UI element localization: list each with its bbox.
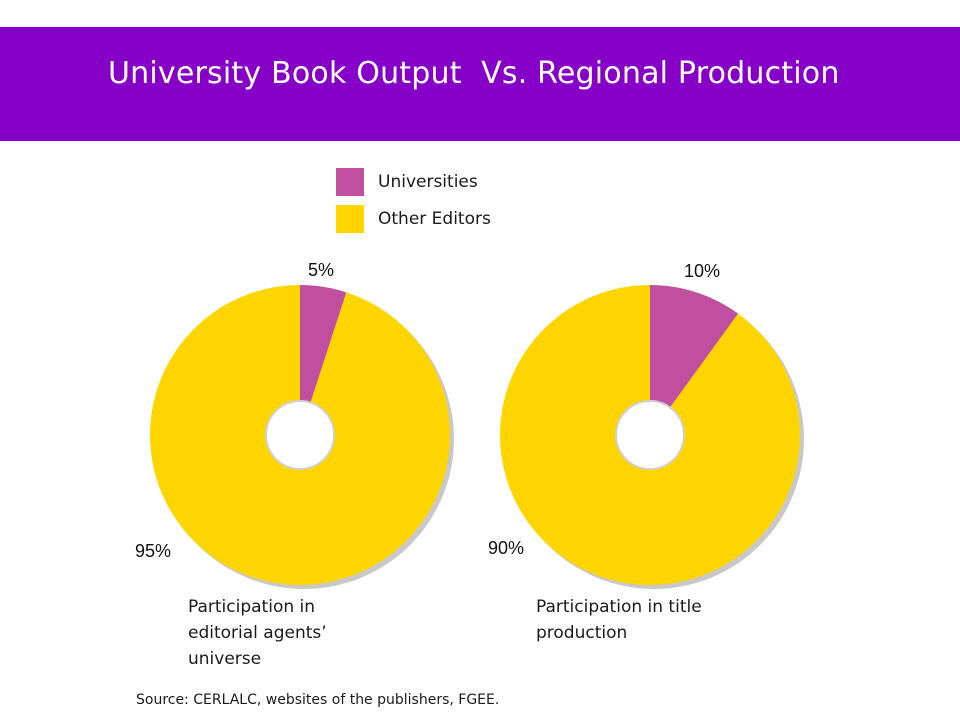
legend-label-universities: Universities (378, 172, 478, 192)
chart-caption-title-production: Participation in title production (536, 597, 702, 643)
legend-item-other-editors: Other Editors (336, 205, 491, 233)
title-bar (0, 27, 960, 141)
pie-hole (265, 400, 335, 470)
legend-label-other-editors: Other Editors (378, 209, 491, 229)
pie-hole (615, 400, 685, 470)
legend-item-universities: Universities (336, 168, 478, 196)
pie-slice-other-editors (499, 285, 800, 585)
pie-slice-universities (300, 285, 347, 403)
legend-swatch-universities (336, 168, 364, 196)
page-title: University Book Output Vs. Regional Prod… (108, 56, 840, 91)
pie-slice-other-editors (150, 285, 451, 586)
legend-swatch-other-editors (336, 205, 364, 233)
pie-data-label: 10% (684, 261, 720, 281)
pie-chart-2: 10% 90% (488, 261, 804, 589)
pie-data-label: 5% (308, 260, 334, 280)
pie-chart-1: 5% 95% (135, 260, 454, 589)
chart-caption-editorial-agents: Participation in editorial agents’ unive… (188, 597, 327, 669)
source-note: Source: CERLALC, websites of the publish… (136, 692, 500, 708)
pie-slice-universities (650, 285, 739, 408)
pie-data-label: 95% (135, 541, 171, 561)
pie-data-label: 90% (488, 538, 524, 558)
